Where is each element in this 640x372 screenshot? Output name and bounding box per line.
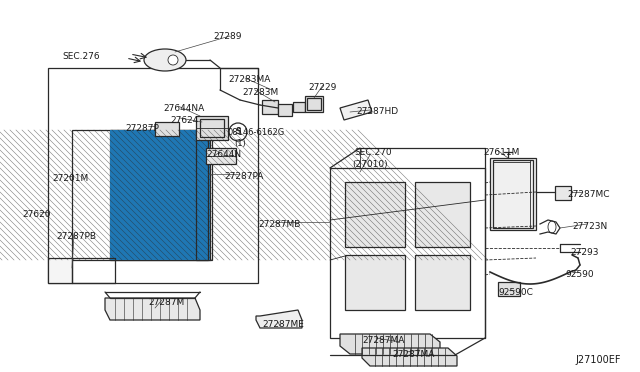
Text: 27293: 27293 [570,248,598,257]
Bar [330,168,485,338]
Polygon shape [256,310,302,328]
Bar [305,96,323,112]
Text: (27010): (27010) [352,160,388,169]
Text: J27100EF: J27100EF [575,355,621,365]
Bar [155,122,179,136]
Bar [498,282,520,296]
Text: 27229: 27229 [308,83,337,92]
Bar [345,182,405,247]
Bar [200,119,224,137]
Ellipse shape [144,49,186,71]
Text: 27624: 27624 [170,116,198,125]
Bar [48,68,258,283]
Bar [196,116,228,140]
Bar [293,102,305,112]
Bar [72,130,212,260]
Bar [490,158,536,230]
Text: 27287PB: 27287PB [56,232,96,241]
Bar [196,130,208,260]
Bar [262,100,278,114]
Text: 27644NA: 27644NA [163,104,204,113]
Bar [307,98,321,110]
Bar [48,258,72,283]
Bar [345,255,405,310]
Text: SEC.276: SEC.276 [62,52,100,61]
Bar [555,186,571,200]
Text: SEC.270: SEC.270 [354,148,392,157]
Text: 27283MA: 27283MA [228,75,270,84]
Polygon shape [340,334,440,354]
Text: 27287HD: 27287HD [356,107,398,116]
Text: 27201M: 27201M [52,174,88,183]
Bar [278,104,292,116]
Bar [206,148,236,164]
Bar [110,130,210,260]
Text: 27287PA: 27287PA [224,172,264,181]
Text: 27620: 27620 [22,210,51,219]
Text: 27287MB: 27287MB [258,220,300,229]
Bar [493,160,533,228]
Text: 27283M: 27283M [242,88,278,97]
Polygon shape [340,100,372,120]
Text: 27287MC: 27287MC [567,190,609,199]
Bar [415,182,470,247]
Text: (1): (1) [234,139,246,148]
Text: 08146-6162G: 08146-6162G [228,128,285,137]
Text: 27287M: 27287M [148,298,184,307]
Text: 27287MA: 27287MA [362,336,404,345]
Text: 27287ME: 27287ME [262,320,304,329]
Text: 27289: 27289 [213,32,241,41]
Text: 92590C: 92590C [498,288,533,297]
Text: S: S [236,128,241,137]
Bar [110,130,210,260]
Text: 92590: 92590 [565,270,594,279]
Text: 27611M: 27611M [483,148,520,157]
Ellipse shape [548,221,556,233]
Polygon shape [105,298,200,320]
Text: 27287MA: 27287MA [392,350,435,359]
Text: 27723N: 27723N [572,222,607,231]
Circle shape [229,123,247,141]
Polygon shape [362,348,457,366]
Bar [415,255,470,310]
Text: 27644N: 27644N [206,150,241,159]
Circle shape [168,55,178,65]
Text: 27287P: 27287P [125,124,159,133]
